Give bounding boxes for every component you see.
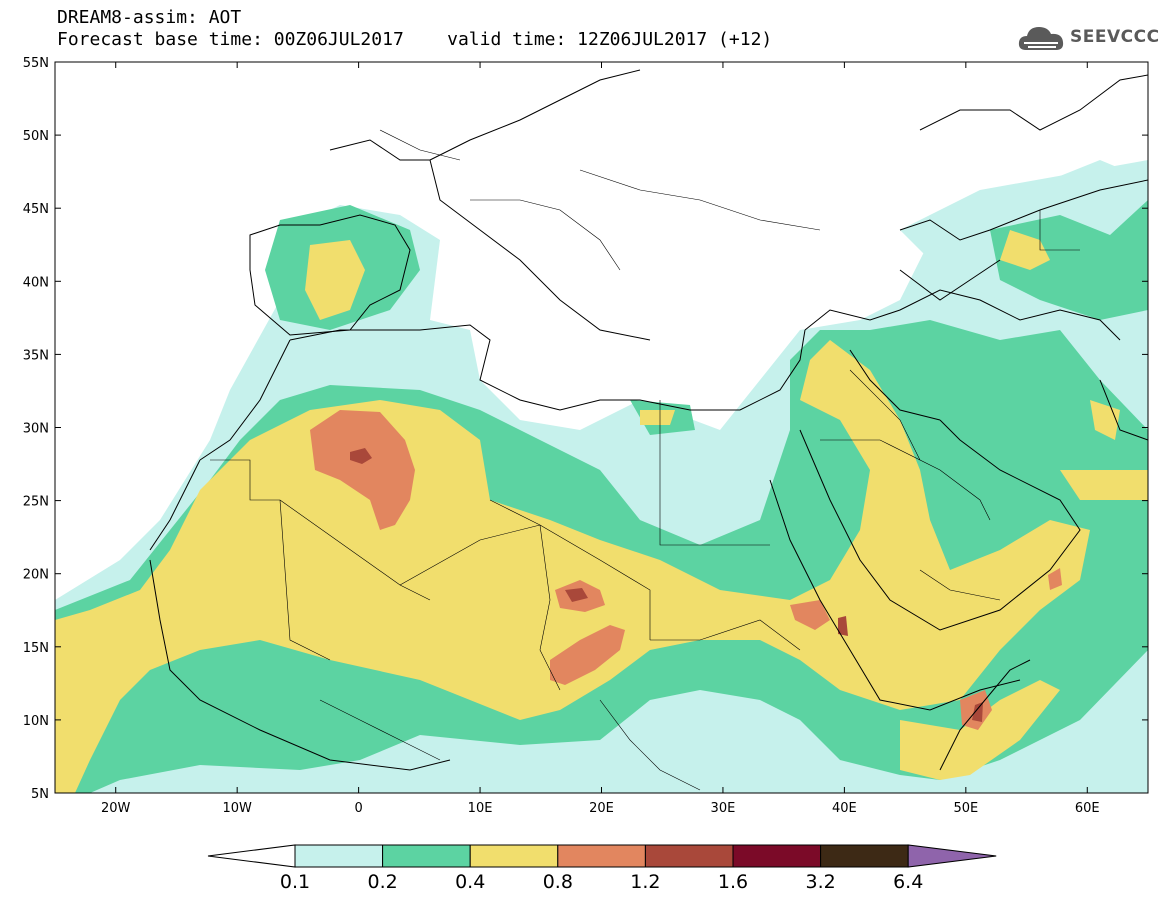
lat-tick-label: 35N xyxy=(23,348,49,363)
colorbar-segment xyxy=(820,844,909,868)
lon-tick-label: 20W xyxy=(101,801,131,816)
seevccc-logo: SEEVCCC xyxy=(1018,22,1160,56)
lat-tick-label: 45N xyxy=(23,202,49,217)
longitude-axis: 20W 10W 0 10E 20E 30E 40E 50E 60E xyxy=(101,62,1100,816)
lon-tick-label: 30E xyxy=(711,801,736,816)
coastlines xyxy=(149,69,1148,771)
country-borders xyxy=(210,129,1080,791)
colorbar-segment xyxy=(469,844,559,868)
colorbar-label: 6.4 xyxy=(893,871,923,893)
logo-text: SEEVCCC xyxy=(1070,27,1160,47)
chart-title: DREAM8-assim: AOT xyxy=(57,7,242,28)
lat-tick-label: 50N xyxy=(23,129,49,144)
lat-tick-label: 40N xyxy=(23,275,49,290)
colorbar-label: 0.4 xyxy=(455,871,485,893)
colorbar-segment xyxy=(294,844,384,868)
colorbar-segment xyxy=(382,844,471,868)
colorbar-label: 0.8 xyxy=(543,871,573,893)
colorbar-label: 3.2 xyxy=(805,871,835,893)
lat-tick-label: 10N xyxy=(23,714,49,729)
colorbar-under-arrow xyxy=(207,844,296,868)
lon-tick-label: 10W xyxy=(222,801,252,816)
lon-tick-label: 40E xyxy=(832,801,857,816)
colorbar-label: 0.2 xyxy=(367,871,397,893)
colorbar-label: 1.2 xyxy=(630,871,660,893)
lat-tick-label: 55N xyxy=(23,56,49,71)
aot-field xyxy=(55,69,1148,793)
colorbar-over-arrow xyxy=(907,844,997,868)
lat-tick-label: 5N xyxy=(31,787,49,802)
lat-tick-label: 25N xyxy=(23,495,49,510)
aot-contour-1.2 xyxy=(350,448,983,722)
lon-tick-label: 60E xyxy=(1075,801,1100,816)
lat-tick-label: 30N xyxy=(23,422,49,437)
colorbar-label: 1.6 xyxy=(718,871,748,893)
lat-tick-label: 15N xyxy=(23,641,49,656)
lat-tick-label: 20N xyxy=(23,568,49,583)
colorbar-segment xyxy=(732,844,822,868)
lon-tick-label: 50E xyxy=(953,801,978,816)
latitude-axis: 55N 50N 45N 40N 35N 30N 25N 20N 15N 10N 5N xyxy=(23,56,1148,802)
colorbar-segment xyxy=(644,844,734,868)
colorbar: 0.1 0.2 0.4 0.8 1.2 1.6 3.2 6.4 xyxy=(207,844,997,893)
colorbar-segment xyxy=(557,844,646,868)
lon-tick-label: 20E xyxy=(589,801,614,816)
colorbar-label: 0.1 xyxy=(280,871,310,893)
cloud-icon xyxy=(1018,27,1064,50)
lon-tick-label: 10E xyxy=(468,801,493,816)
aot-contour-0.8 xyxy=(310,410,1062,730)
lon-tick-label: 0 xyxy=(354,801,362,816)
forecast-times: Forecast base time: 00Z06JUL2017 valid t… xyxy=(57,29,773,50)
